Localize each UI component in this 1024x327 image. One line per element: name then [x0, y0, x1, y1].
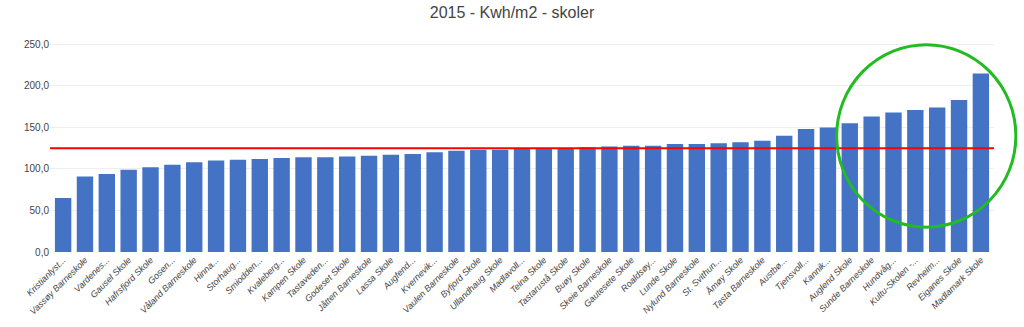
svg-text:Lassa Skole: Lassa Skole: [354, 255, 396, 297]
svg-text:Godeset Skole: Godeset Skole: [303, 255, 352, 304]
svg-text:Tjensvoll...: Tjensvoll...: [773, 255, 810, 292]
svg-text:Gosen...: Gosen...: [146, 255, 177, 286]
svg-text:Skeie Barneskole: Skeie Barneskole: [557, 255, 614, 312]
svg-text:Buøy Skole: Buøy Skole: [553, 255, 593, 295]
svg-text:Kannik...: Kannik...: [801, 255, 833, 287]
svg-text:Gautesete Skole: Gautesete Skole: [582, 255, 636, 309]
svg-text:200,0: 200,0: [24, 80, 49, 91]
svg-text:50,0: 50,0: [30, 205, 50, 216]
svg-text:Roaldsøy...: Roaldsøy...: [619, 255, 658, 294]
svg-text:Tastarustå Skole: Tastarustå Skole: [516, 255, 570, 309]
svg-text:Madlamark Skole: Madlamark Skole: [929, 255, 985, 311]
svg-text:Vardenes...: Vardenes...: [72, 255, 111, 294]
svg-text:Vassøy Barneskole: Vassøy Barneskole: [28, 255, 90, 317]
svg-text:Nylund Barneskole: Nylund Barneskole: [641, 255, 701, 315]
svg-text:250,0: 250,0: [24, 39, 49, 50]
svg-text:Gausel Skole: Gausel Skole: [88, 255, 133, 300]
svg-text:Hafrsfjord Skole: Hafrsfjord Skole: [103, 255, 155, 307]
svg-text:Austbø...: Austbø...: [756, 255, 789, 288]
svg-text:Byfjord Skole: Byfjord Skole: [438, 255, 483, 300]
svg-text:Smiodden...: Smiodden...: [223, 255, 264, 296]
svg-text:Kvernevik...: Kvernevik...: [399, 255, 439, 295]
svg-text:Jåtten Barneskole: Jåtten Barneskole: [315, 255, 374, 314]
svg-text:100,0: 100,0: [24, 163, 49, 174]
svg-text:Kristianlyst...: Kristianlyst...: [25, 255, 68, 298]
svg-text:Revheim...: Revheim...: [904, 255, 941, 292]
svg-text:St. Svithun...: St. Svithun...: [680, 255, 723, 298]
svg-text:Tasta Barneskole: Tasta Barneskole: [711, 255, 767, 311]
svg-text:Storhaug...: Storhaug...: [204, 255, 242, 293]
svg-text:Hinna...: Hinna...: [192, 255, 221, 284]
svg-text:Våland Barneskole: Våland Barneskole: [138, 255, 199, 316]
svg-text:Vaulen Barneskole: Vaulen Barneskole: [401, 255, 461, 315]
svg-text:Kampen Skole: Kampen Skole: [260, 255, 308, 303]
svg-text:2015 - Kwh/m2 - skoler: 2015 - Kwh/m2 - skoler: [430, 4, 595, 21]
svg-text:Eiganes Skole: Eiganes Skole: [916, 255, 964, 303]
svg-text:Kultu-Skolen -...: Kultu-Skolen -...: [868, 255, 920, 307]
svg-text:150,0: 150,0: [24, 122, 49, 133]
svg-text:Åmøy Skole: Åmøy Skole: [703, 255, 745, 297]
svg-text:Augfend...: Augfend...: [381, 255, 418, 292]
svg-text:Madlavoll...: Madlavoll...: [487, 255, 526, 294]
svg-text:Hundvåg...: Hundvåg...: [860, 255, 898, 293]
svg-text:Tastaveden...: Tastaveden...: [285, 255, 330, 300]
svg-text:Kvaleberg...: Kvaleberg...: [245, 255, 286, 296]
svg-text:Ullandhaug Skole: Ullandhaug Skole: [448, 255, 505, 312]
svg-text:Auglend Skole: Auglend Skole: [806, 255, 855, 304]
svg-text:0,0: 0,0: [35, 247, 49, 258]
svg-text:Sunde Barneskole: Sunde Barneskole: [817, 255, 876, 314]
svg-text:Teina Skole: Teina Skole: [508, 255, 548, 295]
svg-text:Lunde Skole: Lunde Skole: [637, 255, 679, 297]
